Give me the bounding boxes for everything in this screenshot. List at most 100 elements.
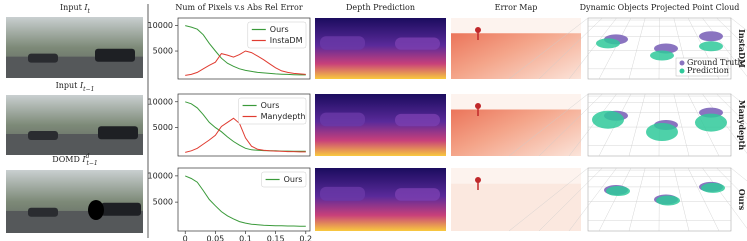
- error-map: [451, 168, 581, 231]
- depth-blob: [320, 112, 365, 127]
- legend-text: Ground Truth: [687, 58, 743, 67]
- pc-grid: [538, 167, 603, 232]
- error-sky: [451, 94, 581, 110]
- depth-map: [315, 18, 446, 79]
- x-tick-label: 0.15: [267, 235, 285, 241]
- cloud-pred: [699, 41, 723, 52]
- depth-map: [315, 168, 446, 231]
- pc-grid: [716, 93, 747, 125]
- cloud-pred: [592, 110, 624, 129]
- y-tick-label: 5000: [153, 198, 173, 207]
- pc-grid: [730, 17, 747, 31]
- charts: Num of Pixels v.s Abs Rel Error 5000 10000…: [148, 3, 313, 241]
- point-cloud: [508, 93, 747, 157]
- legend-text: Ours: [284, 175, 303, 184]
- y-tick-label: 10000: [148, 171, 173, 180]
- symbol: I: [81, 155, 86, 164]
- subscript: t−1: [86, 160, 97, 167]
- car: [28, 131, 58, 140]
- x-tick-label: 0.1: [239, 235, 252, 241]
- pc-grid: [702, 17, 747, 77]
- legend-box: [261, 171, 307, 188]
- legend-text: Ours: [270, 25, 289, 34]
- subscript: t−1: [83, 86, 94, 93]
- error-map: [451, 94, 581, 156]
- depth-blob: [395, 188, 440, 201]
- pc-grid: [730, 93, 747, 107]
- symbol: I: [79, 81, 84, 90]
- legend-swatch: [679, 60, 685, 66]
- x-tick-label: 0.05: [206, 235, 224, 241]
- plot-frame: [177, 167, 311, 232]
- point-cloud: [508, 167, 747, 232]
- error-map: [451, 18, 581, 79]
- pc-grid: [716, 17, 747, 48]
- label-text: Input: [60, 3, 83, 12]
- column-title: Dynamic Objects Projected Point Cloud: [580, 3, 740, 12]
- y-tick-label: 10000: [148, 97, 173, 106]
- cloud-pred: [695, 113, 727, 132]
- pc-grid: [568, 93, 617, 157]
- legend-box: [238, 97, 307, 125]
- legend-text: Prediction: [687, 66, 729, 75]
- depth-blob: [320, 186, 365, 201]
- plot-frame: [177, 93, 311, 157]
- y-tick-label: 10000: [148, 21, 173, 30]
- pc-grid: [508, 167, 589, 232]
- pc-grid: [568, 167, 617, 232]
- input-label: DOMD Id t−1: [52, 153, 97, 167]
- row-label: Ours: [737, 189, 747, 211]
- legend: Ours: [261, 171, 307, 188]
- pc-grid: [508, 93, 589, 157]
- row-label: Manydepth: [737, 100, 747, 150]
- legend-box: [675, 57, 729, 77]
- legend: Ours Manydepth: [238, 97, 307, 125]
- subscript: t: [88, 8, 91, 15]
- cloud-pred: [656, 195, 680, 206]
- column-title: Error Map: [495, 3, 538, 12]
- line: [185, 175, 306, 227]
- legend: Ours InstaDM: [247, 21, 307, 49]
- chart: 5000 10000 Ours Manydepth: [148, 93, 311, 157]
- photo: [6, 95, 143, 155]
- row-label: InstaDM: [737, 29, 747, 68]
- car: [101, 202, 141, 216]
- depth-blob: [395, 113, 440, 127]
- legend-swatch: [679, 68, 685, 74]
- car: [95, 48, 135, 62]
- depth-map: [315, 94, 446, 156]
- legend-box: [247, 21, 307, 49]
- images: [6, 17, 747, 233]
- pc-grid: [730, 167, 747, 182]
- photo: [6, 17, 143, 78]
- car: [98, 126, 138, 140]
- pc-grid: [508, 17, 589, 80]
- cloud-gt: [699, 31, 723, 42]
- symbol: I: [83, 3, 88, 12]
- car: [28, 207, 58, 217]
- pc-grid: [702, 167, 747, 229]
- depth-blob: [395, 37, 440, 50]
- line: [185, 117, 306, 153]
- input-label: Input It−1: [56, 81, 95, 93]
- pc-grid: [538, 93, 603, 157]
- photo: [6, 170, 143, 233]
- mask: [88, 200, 104, 220]
- superscript: d: [86, 153, 90, 160]
- pc-grid: [716, 167, 747, 199]
- legend-text: Ours: [261, 101, 280, 110]
- chart: Num of Pixels v.s Abs Rel Error 5000 10000…: [148, 3, 311, 80]
- label-text: DOMD: [52, 155, 80, 164]
- column-title: Depth Prediction: [346, 3, 415, 12]
- cloud-pred: [701, 182, 725, 193]
- error-sky: [451, 18, 581, 34]
- input-label: Input It: [60, 3, 91, 15]
- pc-grid: [538, 17, 603, 80]
- y-tick-label: 5000: [153, 123, 173, 132]
- legend-text: InstaDM: [270, 36, 303, 45]
- x-tick-label: 0: [183, 235, 188, 241]
- plot-frame: [177, 17, 311, 80]
